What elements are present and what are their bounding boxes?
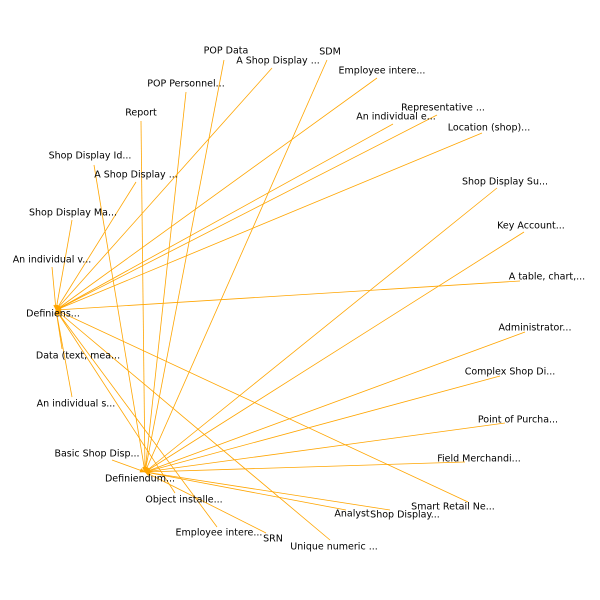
node-label-table-chart[interactable]: A table, chart,... bbox=[509, 272, 585, 283]
node-label-smart-retail[interactable]: Smart Retail Ne... bbox=[411, 502, 495, 513]
edges-layer bbox=[51, 59, 526, 541]
edge-pop-data-to-definiendum bbox=[143, 59, 225, 473]
edge-point-of-purcha-to-definiendum bbox=[144, 422, 506, 474]
edge-administrator-to-definiendum bbox=[144, 331, 526, 473]
node-label-shop-display-ma[interactable]: Shop Display Ma... bbox=[29, 208, 117, 219]
edge-complex-shop-to-definiendum bbox=[144, 375, 501, 473]
node-label-shop-display-a2[interactable]: A Shop Display ... bbox=[94, 170, 178, 181]
node-label-field-merchandi[interactable]: Field Merchandi... bbox=[437, 454, 521, 465]
node-label-complex-shop[interactable]: Complex Shop Di... bbox=[465, 367, 556, 378]
node-label-shop-display-a1[interactable]: A Shop Display ... bbox=[236, 56, 320, 67]
node-label-data-text[interactable]: Data (text, mea... bbox=[36, 351, 120, 362]
node-label-individual-e[interactable]: An individual e... bbox=[356, 112, 436, 123]
edge-shop-display-b-to-definiendum bbox=[144, 470, 391, 511]
edge-shop-display-ma-to-definiens bbox=[54, 219, 73, 311]
node-label-point-of-purcha[interactable]: Point of Purcha... bbox=[478, 415, 558, 426]
edge-analyst-to-definiendum bbox=[144, 470, 347, 511]
edge-location-shop-to-definiens bbox=[55, 132, 483, 311]
edge-shop-display-id-to-definiendum bbox=[93, 164, 147, 473]
edge-report-to-definiendum bbox=[140, 120, 148, 473]
edge-basic-shop-to-definiendum bbox=[111, 459, 146, 473]
edge-individual-e-to-definiens bbox=[55, 123, 394, 311]
edge-individual-v-to-definiens bbox=[51, 266, 58, 311]
node-label-object-installe[interactable]: Object installe... bbox=[145, 495, 222, 506]
node-label-analyst[interactable]: Analyst bbox=[334, 509, 370, 520]
node-label-unique-numeric[interactable]: Unique numeric ... bbox=[290, 542, 378, 553]
node-label-srn[interactable]: SRN bbox=[263, 534, 283, 545]
node-label-key-account[interactable]: Key Account... bbox=[497, 221, 565, 232]
node-label-report[interactable]: Report bbox=[125, 108, 157, 119]
edge-pop-personnel-to-definiendum bbox=[143, 91, 187, 473]
node-label-location-shop[interactable]: Location (shop)... bbox=[448, 123, 531, 134]
edge-shop-display-a2-to-definiens bbox=[55, 181, 137, 311]
edge-smart-retail-to-definiens bbox=[55, 309, 469, 503]
edge-field-merchandi-to-definiendum bbox=[144, 461, 466, 475]
edge-employee-intere-2-to-definiens bbox=[55, 309, 218, 528]
edge-shop-display-a1-to-definiens bbox=[55, 67, 273, 311]
node-label-administrator[interactable]: Administrator... bbox=[499, 323, 572, 334]
edge-individual-s-to-definiens bbox=[54, 309, 73, 398]
hub-label-definiens[interactable]: Definiens... bbox=[26, 309, 80, 320]
node-label-pop-data[interactable]: POP Data bbox=[204, 46, 249, 57]
edge-unique-numeric-to-definiens bbox=[55, 309, 331, 541]
node-label-shop-display-b[interactable]: Shop Display... bbox=[370, 510, 440, 521]
node-label-employee-intere-2[interactable]: Employee intere... bbox=[176, 528, 263, 539]
edge-sdm-to-definiendum bbox=[144, 59, 328, 473]
edge-key-account-to-definiendum bbox=[144, 231, 525, 473]
edge-shop-display-su-to-definiendum bbox=[144, 187, 498, 473]
edge-employee-intere-1-to-definiens bbox=[55, 77, 378, 311]
node-label-individual-v[interactable]: An individual v... bbox=[13, 255, 92, 266]
edge-srn-to-definiendum bbox=[144, 471, 267, 534]
edge-table-chart-to-definiens bbox=[55, 280, 521, 312]
edge-object-installe-to-definiens bbox=[55, 309, 176, 494]
node-label-sdm[interactable]: SDM bbox=[319, 47, 341, 58]
edge-representative-to-definiens bbox=[55, 114, 438, 311]
node-label-pop-personnel[interactable]: POP Personnel... bbox=[147, 79, 224, 90]
node-label-individual-s[interactable]: An individual s... bbox=[37, 399, 116, 410]
node-label-basic-shop[interactable]: Basic Shop Disp... bbox=[54, 449, 139, 460]
node-label-shop-display-su[interactable]: Shop Display Su... bbox=[462, 177, 548, 188]
hub-label-definiendum[interactable]: Definiendum... bbox=[105, 474, 175, 485]
node-label-employee-intere-1[interactable]: Employee intere... bbox=[339, 66, 426, 77]
node-label-representative[interactable]: Representative ... bbox=[401, 103, 485, 114]
node-label-shop-display-id[interactable]: Shop Display Id... bbox=[49, 151, 132, 162]
